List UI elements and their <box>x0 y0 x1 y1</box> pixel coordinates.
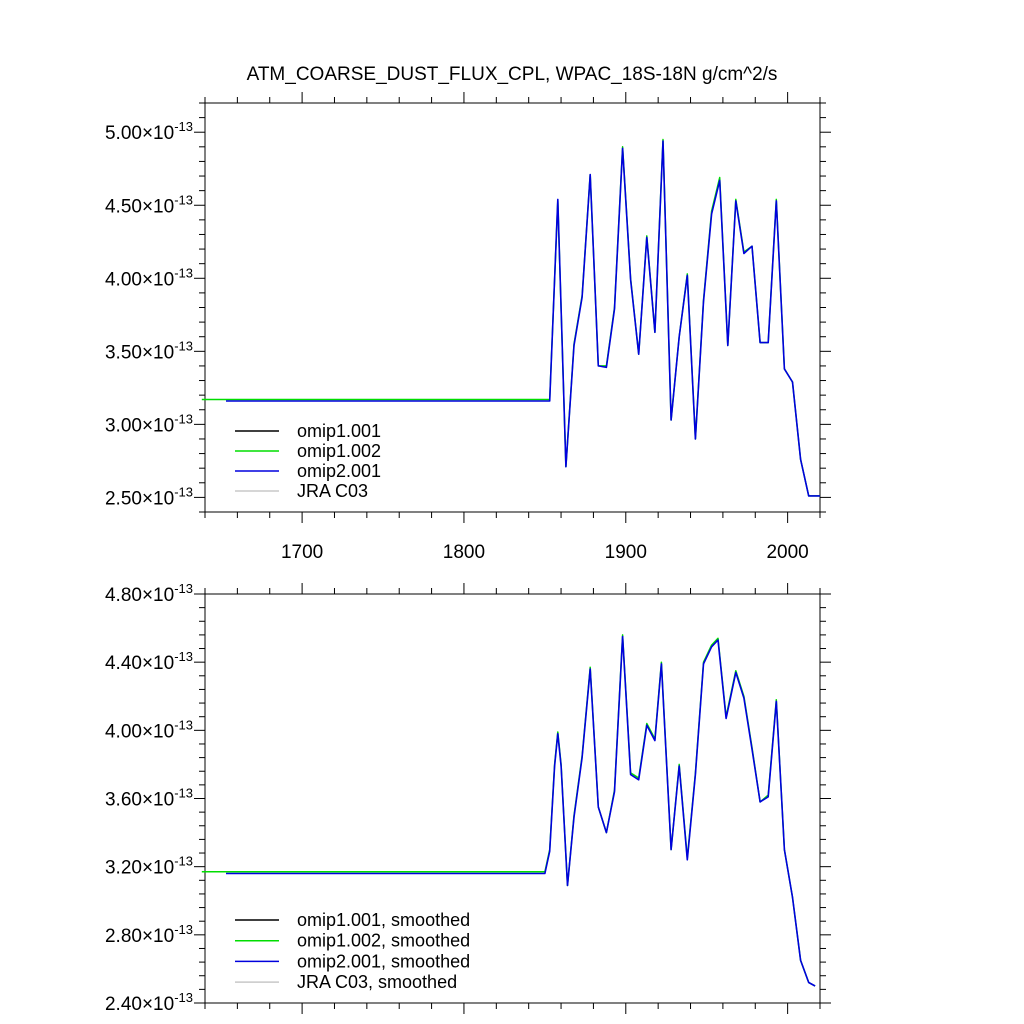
series-line-omip2-001-smoothed <box>226 635 816 987</box>
legend-label-3: JRA C03 <box>297 481 368 501</box>
y-tick-label-2_8: 2.80×10-13 <box>105 922 193 947</box>
chart-title-text: ATM_COARSE_DUST_FLUX_CPL, WPAC_18S-18N <box>246 64 697 85</box>
bottom-panel: 2.40×10-13 2.80×10-13 3.20×10-13 3.60×10-13… <box>105 581 831 1015</box>
legend-label-0: omip1.001, smoothed <box>297 910 470 930</box>
y-tick-label-4_4: 4.40×10-13 <box>105 649 193 674</box>
legend-label-3: JRA C03, smoothed <box>297 972 457 992</box>
series-line-omip1-002 <box>201 138 820 497</box>
y-tick-label-2_5: 2.50×10-13 <box>105 484 193 509</box>
y-tick-label-4_5: 4.50×10-13 <box>105 192 193 217</box>
x-tick-label-2000: 2000 <box>766 542 808 563</box>
chart-units: g/cm^2/s <box>702 64 778 85</box>
legend-label-2: omip2.001 <box>297 461 381 481</box>
x-tick-label-1700: 1700 <box>281 542 323 563</box>
legend-label-1: omip1.002 <box>297 441 381 461</box>
top-panel: 1700 1800 1900 2000 2.50×10-13 3.00×10-13 3.50… <box>105 92 831 563</box>
legend-label-2: omip2.001, smoothed <box>297 951 470 971</box>
chart-title: ATM_COARSE_DUST_FLUX_CPL, WPAC_18S-18N g… <box>0 64 1024 86</box>
x-tick-label-1800: 1800 <box>443 542 485 563</box>
y-tick-label-3_2: 3.20×10-13 <box>105 854 193 879</box>
legend-label-1: omip1.002, smoothed <box>297 931 470 951</box>
y-tick-label-3_5: 3.50×10-13 <box>105 338 193 363</box>
y-tick-label-5: 5.00×10-13 <box>105 119 193 144</box>
y-tick-label-3_6: 3.60×10-13 <box>105 786 193 811</box>
y-tick-label-4_8: 4.80×10-13 <box>105 581 193 606</box>
y-tick-label-4: 4.00×10-13 <box>105 717 193 742</box>
legend-label-0: omip1.001 <box>297 421 381 441</box>
series-line-omip2-001 <box>226 140 820 497</box>
y-tick-label-4: 4.00×10-13 <box>105 265 193 290</box>
x-tick-label-1900: 1900 <box>605 542 647 563</box>
y-tick-label-2_4: 2.40×10-13 <box>105 990 193 1015</box>
y-tick-label-3: 3.00×10-13 <box>105 411 193 436</box>
